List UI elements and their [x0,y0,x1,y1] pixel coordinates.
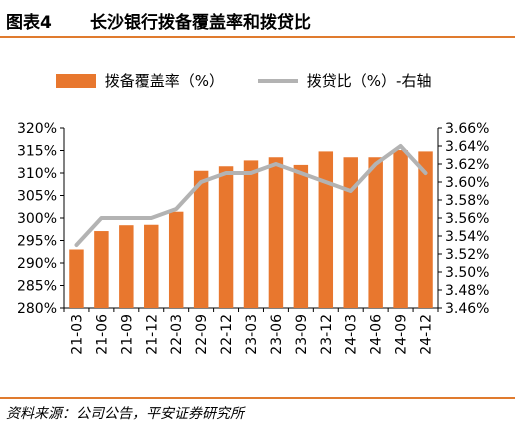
line-point-loan-provision-ratio [425,172,427,174]
y-right-tick-label: 3.50% [445,265,489,281]
bar-provision-coverage [368,157,383,308]
line-point-loan-provision-ratio [150,217,152,219]
x-tick-label: 22-03 [169,314,185,355]
source-note: 资料来源：公司公告，平安证券研究所 [6,406,244,422]
line-point-loan-provision-ratio [375,163,377,165]
legend-item-line: 拨贷比（%）-右轴 [258,70,431,90]
bar-provision-coverage [168,211,184,308]
y-left-tick-label: 295% [17,234,57,250]
y-left-tick-label: 305% [17,189,57,205]
line-point-loan-provision-ratio [300,172,302,174]
y-left-tick-label: 310% [17,166,57,182]
y-right-tick-label: 3.54% [445,229,489,245]
y-left-tick-label: 300% [17,211,57,227]
line-point-loan-provision-ratio [175,208,177,210]
line-point-loan-provision-ratio [200,181,202,183]
x-tick-label: 22-09 [194,314,210,355]
y-right-tick-label: 3.48% [445,283,489,299]
bar-provision-coverage [119,225,134,308]
x-tick-label: 24-03 [344,314,360,355]
footer-divider [0,397,515,399]
bar-provision-coverage [243,160,259,308]
bar-provision-coverage [144,224,159,308]
y-left-tick-label: 320% [17,121,57,137]
x-tick-label: 23-09 [294,314,310,355]
y-left-tick-label: 290% [17,256,57,272]
y-right-tick-label: 3.62% [445,157,489,173]
y-right-tick-label: 3.60% [445,175,489,191]
line-point-loan-provision-ratio [325,181,327,183]
y-right-tick-label: 3.58% [445,193,489,209]
legend-label-bar: 拨备覆盖率（%） [104,72,225,90]
bar-provision-coverage [393,150,408,308]
x-tick-label: 24-12 [419,314,435,355]
combo-chart: 280% 285% 290% 295% 300% 305% 310% 315% 320% 3.46… [17,121,490,355]
legend-swatch-line [258,78,298,83]
line-point-loan-provision-ratio [275,163,277,165]
y-left-tick-label: 280% [17,301,57,317]
bar-provision-coverage [94,231,109,308]
x-tick-label: 23-06 [269,314,285,355]
y-right-tick-label: 3.56% [445,211,489,227]
x-tick-label: 23-03 [244,314,260,355]
x-tick-label: 21-06 [94,314,110,355]
x-tick-label: 24-09 [394,314,410,355]
x-tick-label: 21-03 [69,314,85,355]
figure-title: 长沙银行拨备覆盖率和拨贷比 [90,13,311,33]
legend-swatch-bar [56,73,96,88]
y-right-tick-label: 3.46% [445,301,489,317]
bar-provision-coverage [343,157,358,308]
bar-provision-coverage [69,249,84,308]
y-left-tick-label: 315% [17,144,57,160]
y-right-tick-label: 3.64% [445,139,489,155]
bar-provision-coverage [418,151,433,308]
figure-header: 图表4 长沙银行拨备覆盖率和拨贷比 [0,0,515,38]
bar-provision-coverage [193,170,209,308]
x-tick-label: 22-12 [219,314,235,355]
line-point-loan-provision-ratio [125,217,127,219]
line-point-loan-provision-ratio [100,217,102,219]
y-left-tick-label: 285% [17,279,57,295]
figure-number: 图表4 [6,13,52,33]
bar-provision-coverage [218,166,234,308]
line-point-loan-provision-ratio [225,172,227,174]
legend-label-line: 拨贷比（%）-右轴 [306,72,432,90]
bar-provision-coverage [318,151,334,308]
x-tick-label: 21-12 [144,314,160,355]
line-point-loan-provision-ratio [250,172,252,174]
y-right-tick-label: 3.52% [445,247,489,263]
bar-provision-coverage [268,157,284,308]
x-tick-label: 21-09 [119,314,135,355]
line-point-loan-provision-ratio [400,145,402,147]
x-tick-label: 23-12 [319,314,335,355]
legend-item-bar: 拨备覆盖率（%） [56,70,224,90]
y-right-tick-label: 3.66% [445,121,489,137]
bar-provision-coverage [293,164,309,308]
line-point-loan-provision-ratio [75,244,77,246]
line-point-loan-provision-ratio [350,190,352,192]
x-tick-label: 24-06 [369,314,385,355]
